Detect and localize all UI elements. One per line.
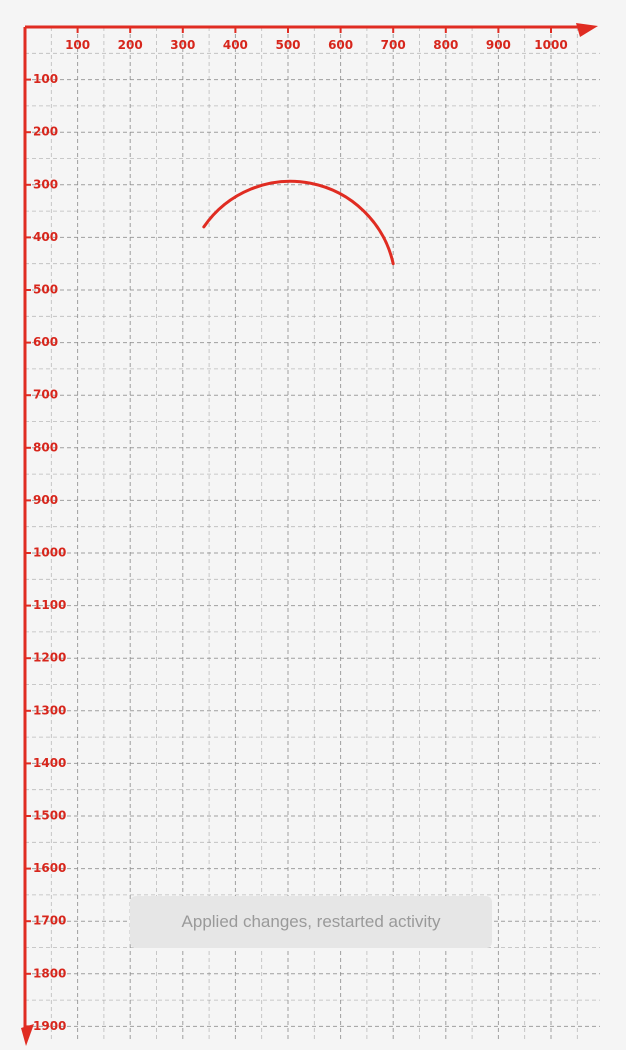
y-tick-label: 600 xyxy=(33,335,58,349)
y-tick-label: 1400 xyxy=(33,756,66,770)
x-tick-label: 700 xyxy=(381,38,406,52)
y-tick-label: 1500 xyxy=(33,809,66,823)
x-tick-label: 100 xyxy=(65,38,90,52)
y-tick-label: 100 xyxy=(33,72,58,86)
y-tick-label: 1600 xyxy=(33,861,66,875)
x-axis-arrow-icon xyxy=(576,23,598,37)
x-tick-label: 500 xyxy=(275,38,300,52)
y-tick-label: 200 xyxy=(33,125,58,139)
x-tick-label: 900 xyxy=(486,38,511,52)
grid-major-lines xyxy=(25,27,600,1040)
y-tick-label: 400 xyxy=(33,230,58,244)
x-tick-label: 600 xyxy=(328,38,353,52)
x-axis-tick-labels: 100 200 300 400 500 600 700 800 900 1000 xyxy=(65,27,568,52)
drawn-arc xyxy=(202,179,395,266)
y-tick-label: 1000 xyxy=(33,546,66,560)
x-tick-label: 200 xyxy=(118,38,143,52)
y-axis-arrow-icon xyxy=(21,1024,34,1046)
x-tick-label: 800 xyxy=(433,38,458,52)
y-tick-label: 800 xyxy=(33,440,58,454)
toast-message: Applied changes, restarted activity xyxy=(181,912,441,931)
y-tick-label: 1900 xyxy=(33,1019,66,1033)
y-tick-label: 300 xyxy=(33,177,58,191)
toast-notification: Applied changes, restarted activity xyxy=(130,896,492,948)
y-tick-label: 500 xyxy=(33,283,58,297)
y-tick-label: 700 xyxy=(33,388,58,402)
axes xyxy=(21,23,598,1046)
y-axis-tick-labels: 100 200 300 400 500 600 700 800 900 1000 1100 1200 1… xyxy=(25,72,66,1033)
y-tick-label: 1800 xyxy=(33,966,66,980)
y-tick-label: 900 xyxy=(33,493,58,507)
y-tick-label: 1300 xyxy=(33,703,66,717)
grid-minor-lines xyxy=(25,27,600,1040)
x-tick-label: 300 xyxy=(170,38,195,52)
y-tick-label: 1700 xyxy=(33,914,66,928)
x-tick-label: 400 xyxy=(223,38,248,52)
y-tick-label: 1200 xyxy=(33,651,66,665)
x-tick-label: 1000 xyxy=(534,38,567,52)
y-tick-label: 1100 xyxy=(33,598,66,612)
